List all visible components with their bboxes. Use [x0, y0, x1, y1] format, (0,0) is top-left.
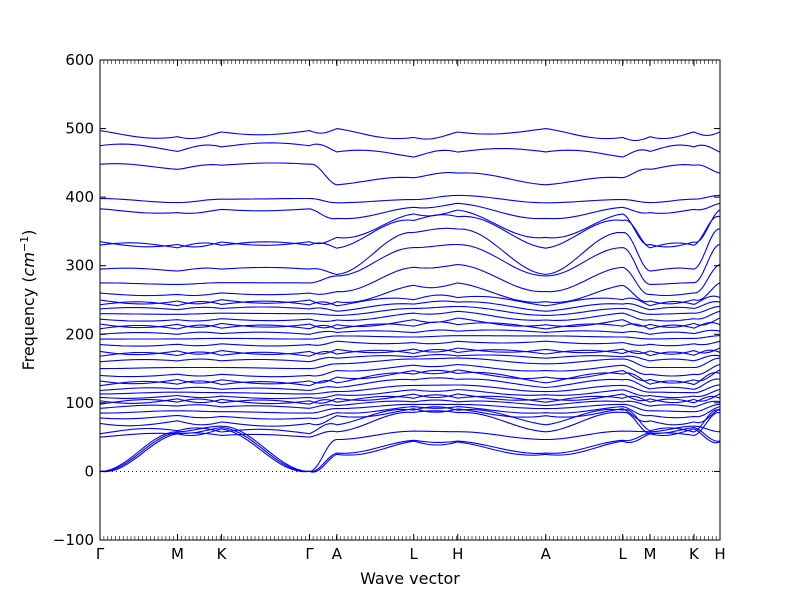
y-tick-label: −100 [53, 531, 94, 549]
band-line [99, 227, 721, 276]
band-line [99, 214, 721, 249]
x-tick-label: Γ [96, 545, 105, 563]
y-axis-label-unit: cm [19, 252, 38, 276]
band-line [99, 399, 721, 409]
y-axis-label-exponent: −1 [18, 236, 31, 252]
band-line [99, 340, 721, 347]
x-tick-label: L [410, 545, 419, 563]
y-tick-label: 400 [65, 188, 94, 206]
x-tick-label: H [452, 545, 463, 563]
band-line [99, 282, 721, 305]
x-tick-label: A [332, 545, 343, 563]
y-tick-label: 100 [65, 394, 94, 412]
x-tick-label: A [541, 545, 552, 563]
band-line [99, 406, 721, 435]
band-line [99, 202, 721, 220]
band-line [99, 426, 721, 473]
band-line [100, 357, 721, 370]
band-line [99, 428, 721, 473]
band-line [99, 410, 721, 438]
band-line [99, 369, 721, 387]
band-line [99, 363, 721, 378]
plot-frame [99, 59, 721, 541]
y-axis-label-text: Frequency ( [19, 276, 38, 370]
band-line [99, 406, 721, 420]
x-tick-label: K [217, 545, 228, 563]
x-tick-label: Γ [305, 545, 314, 563]
band-line [99, 310, 721, 322]
band-line [99, 393, 721, 405]
band-line [100, 384, 721, 395]
band-line [99, 329, 721, 335]
y-tick-label: 0 [84, 462, 94, 480]
band-line [99, 354, 721, 363]
y-axis-ticks: −100 0 100 200 300 400 500 600 [53, 51, 720, 549]
band-line [99, 194, 721, 204]
x-tick-label: M [171, 545, 184, 563]
band-line [99, 348, 721, 357]
band-line [99, 425, 720, 472]
band-line [99, 162, 721, 186]
band-line [100, 305, 721, 316]
band-line [99, 142, 721, 158]
y-tick-label: 600 [65, 51, 94, 69]
band-line [100, 243, 721, 285]
band-line [99, 317, 721, 329]
y-axis-label: Frequency (cm−1) [18, 230, 38, 371]
y-axis-label-close: ) [19, 230, 38, 236]
band-lines [99, 128, 721, 473]
band-line [99, 369, 721, 385]
x-tick-label: M [643, 545, 656, 563]
band-line [99, 321, 721, 330]
band-line [99, 347, 721, 356]
band-line [99, 377, 721, 392]
y-tick-label: 200 [65, 325, 94, 343]
y-tick-label: 300 [65, 257, 94, 275]
x-axis-label: Wave vector [360, 569, 460, 588]
band-line [99, 294, 721, 307]
x-tick-label: H [714, 545, 725, 563]
y-tick-label: 500 [65, 120, 94, 138]
band-line [100, 403, 721, 414]
band-line [99, 388, 721, 400]
band-line [99, 408, 721, 427]
band-line [99, 300, 721, 312]
band-line [100, 335, 720, 340]
x-tick-label: L [618, 545, 627, 563]
band-line [99, 209, 721, 248]
x-tick-label: K [689, 545, 700, 563]
band-line [99, 128, 721, 142]
band-line [99, 263, 721, 297]
